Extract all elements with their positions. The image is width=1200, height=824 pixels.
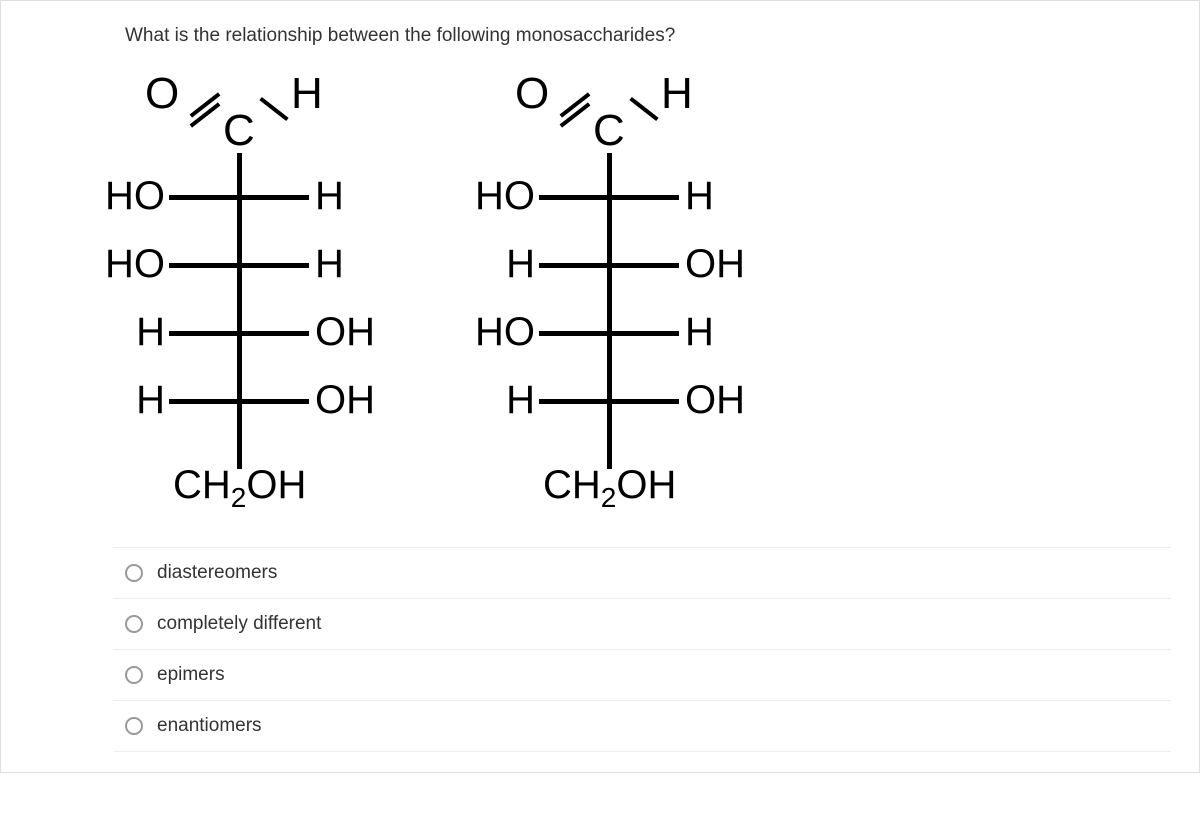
c3-right-substituent: H xyxy=(315,244,395,284)
c4-right-substituent: OH xyxy=(315,312,395,352)
c-h-bond-line xyxy=(629,97,658,121)
c2-left-substituent: HO xyxy=(85,176,165,216)
option-label: epimers xyxy=(157,664,225,686)
option-diastereomers[interactable]: diastereomers xyxy=(113,547,1171,598)
c5-left-substituent: H xyxy=(455,380,535,420)
horizontal-bond xyxy=(169,195,309,200)
option-label: diastereomers xyxy=(157,562,277,584)
horizontal-bond xyxy=(539,263,679,268)
horizontal-bond xyxy=(169,399,309,404)
aldehyde-hydrogen: H xyxy=(291,69,323,119)
aldehyde-carbon: C xyxy=(223,106,255,156)
fischer-structure-left: O C H HO H HO H H OH H OH CH2OH xyxy=(125,61,405,517)
question-text: What is the relationship between the fol… xyxy=(125,25,1171,47)
structures-row: O C H HO H HO H H OH H OH CH2OH O xyxy=(125,61,1171,517)
terminal-ch2oh: CH2OH xyxy=(543,463,676,514)
radio-icon[interactable] xyxy=(125,717,143,735)
c4-left-substituent: HO xyxy=(455,312,535,352)
aldehyde-oxygen: O xyxy=(515,69,549,119)
c4-right-substituent: H xyxy=(685,312,765,352)
aldehyde-oxygen: O xyxy=(145,69,179,119)
question-card: What is the relationship between the fol… xyxy=(0,0,1200,773)
option-label: enantiomers xyxy=(157,715,262,737)
ch2oh-tail: OH xyxy=(616,463,676,507)
aldehyde-carbon: C xyxy=(593,106,625,156)
c2-right-substituent: H xyxy=(315,176,395,216)
backbone-line xyxy=(607,153,612,469)
backbone-line xyxy=(237,153,242,469)
horizontal-bond xyxy=(539,399,679,404)
horizontal-bond xyxy=(539,331,679,336)
c5-right-substituent: OH xyxy=(685,380,765,420)
answer-options: diastereomers completely different epime… xyxy=(113,547,1171,752)
radio-icon[interactable] xyxy=(125,564,143,582)
option-completely-different[interactable]: completely different xyxy=(113,598,1171,649)
c5-right-substituent: OH xyxy=(315,380,395,420)
option-label: completely different xyxy=(157,613,321,635)
option-enantiomers[interactable]: enantiomers xyxy=(113,700,1171,752)
radio-icon[interactable] xyxy=(125,666,143,684)
horizontal-bond xyxy=(539,195,679,200)
ch2oh-tail: OH xyxy=(246,463,306,507)
terminal-ch2oh: CH2OH xyxy=(173,463,306,514)
horizontal-bond xyxy=(169,331,309,336)
c5-left-substituent: H xyxy=(85,380,165,420)
c3-right-substituent: OH xyxy=(685,244,765,284)
c2-left-substituent: HO xyxy=(455,176,535,216)
c3-left-substituent: HO xyxy=(85,244,165,284)
c4-left-substituent: H xyxy=(85,312,165,352)
radio-icon[interactable] xyxy=(125,615,143,633)
ch2oh-sub: 2 xyxy=(601,482,617,513)
horizontal-bond xyxy=(169,263,309,268)
c2-right-substituent: H xyxy=(685,176,765,216)
ch2oh-ch: CH xyxy=(173,463,231,507)
c3-left-substituent: H xyxy=(455,244,535,284)
aldehyde-hydrogen: H xyxy=(661,69,693,119)
ch2oh-sub: 2 xyxy=(231,482,247,513)
ch2oh-ch: CH xyxy=(543,463,601,507)
fischer-structure-right: O C H HO H H OH HO H H OH CH2OH xyxy=(495,61,775,517)
option-epimers[interactable]: epimers xyxy=(113,649,1171,700)
c-h-bond-line xyxy=(259,97,288,121)
